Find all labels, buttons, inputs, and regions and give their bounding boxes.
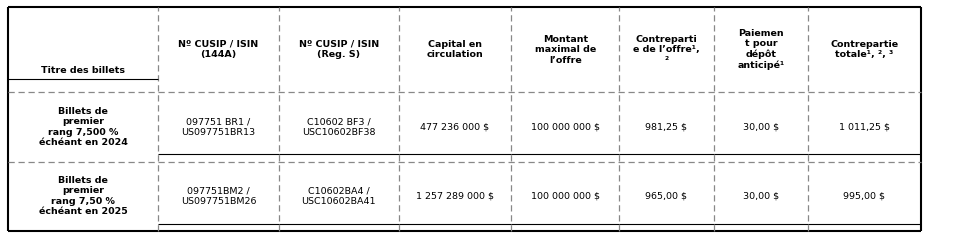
Text: 1 011,25 $: 1 011,25 $ (838, 122, 889, 131)
Text: 30,00 $: 30,00 $ (742, 122, 778, 131)
Text: C10602BA4 /
USC10602BA41: C10602BA4 / USC10602BA41 (301, 187, 375, 206)
Text: Billets de
premier
rang 7,500 %
échéant en 2024: Billets de premier rang 7,500 % échéant … (38, 107, 128, 147)
Text: 097751 BR1 /
US097751BR13: 097751 BR1 / US097751BR13 (181, 117, 255, 137)
Text: Contreparti
e de l’offre¹,
²: Contreparti e de l’offre¹, ² (633, 35, 699, 64)
Text: 097751BM2 /
US097751BM26: 097751BM2 / US097751BM26 (180, 187, 256, 206)
Text: Contrepartie
totale¹, ², ³: Contrepartie totale¹, ², ³ (829, 40, 898, 59)
Text: C10602 BF3 /
USC10602BF38: C10602 BF3 / USC10602BF38 (301, 117, 375, 137)
Text: 981,25 $: 981,25 $ (644, 122, 687, 131)
Text: 1 257 289 000 $: 1 257 289 000 $ (416, 192, 494, 201)
Text: 100 000 000 $: 100 000 000 $ (530, 122, 599, 131)
Text: Titre des billets: Titre des billets (41, 66, 125, 75)
Text: Billets de
premier
rang 7,50 %
échéant en 2025: Billets de premier rang 7,50 % échéant e… (38, 176, 128, 216)
Text: 100 000 000 $: 100 000 000 $ (530, 192, 599, 201)
Text: Montant
maximal de
l’offre: Montant maximal de l’offre (534, 35, 596, 64)
Text: Nº CUSIP / ISIN
(144A): Nº CUSIP / ISIN (144A) (178, 40, 258, 59)
Text: 965,00 $: 965,00 $ (644, 192, 687, 201)
Text: Nº CUSIP / ISIN
(Reg. S): Nº CUSIP / ISIN (Reg. S) (298, 40, 378, 59)
Text: Paiemen
t pour
dépôt
anticipé¹: Paiemen t pour dépôt anticipé¹ (737, 29, 783, 70)
Text: 995,00 $: 995,00 $ (842, 192, 884, 201)
Text: Capital en
circulation: Capital en circulation (426, 40, 483, 59)
Text: 30,00 $: 30,00 $ (742, 192, 778, 201)
Text: 477 236 000 $: 477 236 000 $ (420, 122, 489, 131)
